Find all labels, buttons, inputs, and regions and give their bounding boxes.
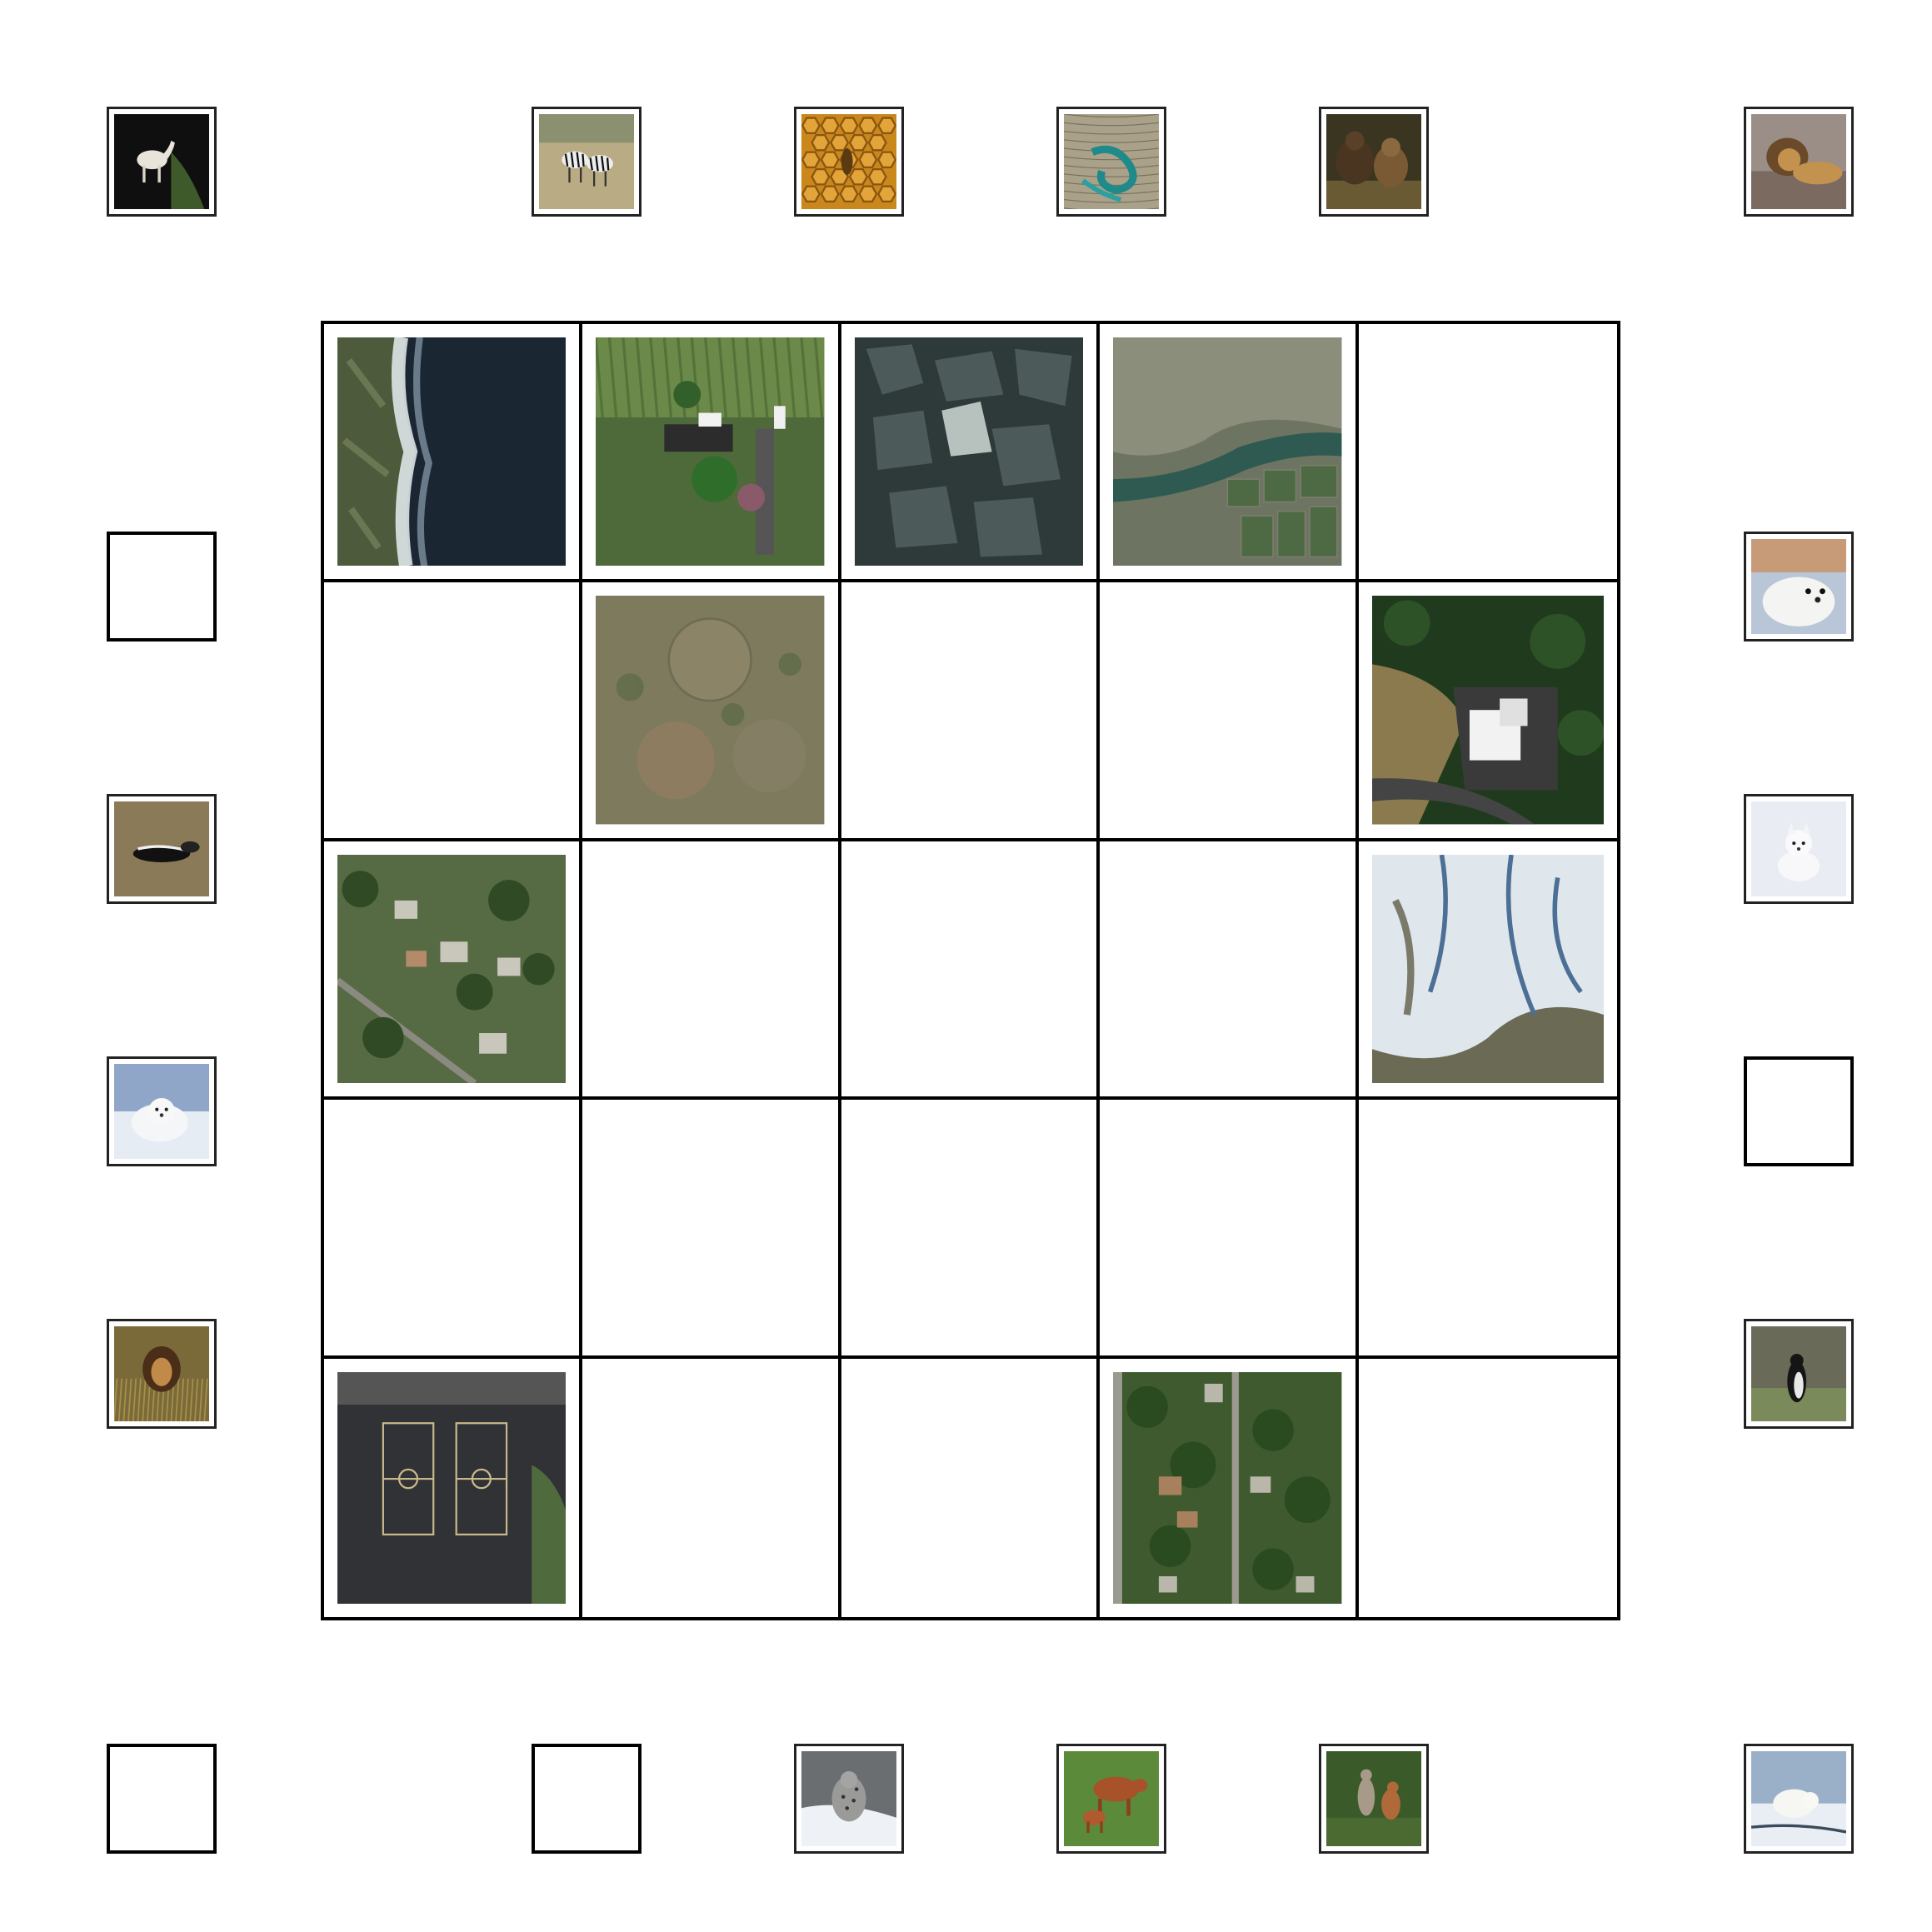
river-valley-fields-tile[interactable] [1113, 337, 1342, 567]
lion-tall-grass-thumbnail[interactable] [114, 1326, 209, 1421]
forest-building-lot-tile[interactable] [1371, 596, 1604, 825]
snowy-mountains-tile[interactable] [1371, 854, 1604, 1084]
board-cell-r1-c2[interactable] [841, 582, 1101, 841]
cow-and-calf-thumbnail[interactable] [1064, 1751, 1159, 1846]
board-cell-r4-c2[interactable] [841, 1358, 1101, 1617]
polar-bear-thumbnail[interactable] [1751, 1751, 1846, 1846]
board-cell-r2-c3[interactable] [1100, 841, 1359, 1101]
zebras-savanna-thumbnail[interactable] [539, 114, 634, 209]
slot-bottom-1[interactable] [532, 1744, 642, 1854]
residential-grid-tile[interactable] [1113, 1371, 1342, 1604]
board-cell-r2-c2[interactable] [841, 841, 1101, 1101]
slot-left-1[interactable] [107, 794, 217, 904]
snow-leopard-thumbnail[interactable] [801, 1751, 896, 1846]
board-cell-r1-c0[interactable] [324, 582, 583, 841]
honeycomb-bee-thumbnail[interactable] [801, 114, 896, 209]
board-cell-r2-c1[interactable] [582, 841, 841, 1101]
arctic-fox-snow-thumbnail[interactable] [114, 1064, 209, 1159]
board-cell-r0-c4[interactable] [1358, 324, 1617, 583]
board-cell-r1-c3[interactable] [1100, 582, 1359, 841]
slot-left-0[interactable] [107, 532, 217, 642]
board-cell-r2-c0[interactable] [324, 841, 583, 1101]
board-cell-r3-c0[interactable] [324, 1100, 583, 1359]
board-cell-r4-c1[interactable] [582, 1358, 841, 1617]
slot-bottom-3[interactable] [1056, 1744, 1166, 1854]
board-cell-r4-c3[interactable] [1100, 1358, 1359, 1617]
board-cell-r0-c0[interactable] [324, 324, 583, 583]
board-cell-r4-c0[interactable] [324, 1358, 583, 1617]
board-cell-r0-c1[interactable] [582, 324, 841, 583]
slot-top-2[interactable] [794, 107, 904, 217]
slot-bottom-2[interactable] [794, 1744, 904, 1854]
board-cell-r0-c3[interactable] [1100, 324, 1359, 583]
board-cell-r3-c3[interactable] [1100, 1100, 1359, 1359]
slot-left-3[interactable] [107, 1319, 217, 1429]
kangaroos-thumbnail[interactable] [1326, 1751, 1421, 1846]
slot-top-3[interactable] [1056, 107, 1166, 217]
slot-bottom-5[interactable] [1744, 1744, 1854, 1854]
slot-right-2[interactable] [1744, 1056, 1854, 1166]
board-cell-r4-c4[interactable] [1358, 1358, 1617, 1617]
slot-bottom-0[interactable] [107, 1744, 217, 1854]
arctic-fox-white-thumbnail[interactable] [1751, 801, 1846, 896]
white-horse-dark-thumbnail[interactable] [114, 114, 209, 209]
board-cell-r1-c4[interactable] [1358, 582, 1617, 841]
slot-bottom-4[interactable] [1319, 1744, 1429, 1854]
coastline-waves-tile[interactable] [337, 337, 567, 567]
board-cell-r3-c1[interactable] [582, 1100, 841, 1359]
tile-board [321, 321, 1620, 1620]
sea-ice-floes-tile[interactable] [854, 337, 1084, 567]
slot-top-5[interactable] [1744, 107, 1854, 217]
seal-pup-thumbnail[interactable] [1751, 539, 1846, 634]
center-pivot-fields-tile[interactable] [596, 596, 825, 825]
slot-right-0[interactable] [1744, 532, 1854, 642]
slot-top-0[interactable] [107, 107, 217, 217]
slot-top-4[interactable] [1319, 107, 1429, 217]
fishing-net-thumbnail[interactable] [1064, 114, 1159, 209]
slot-right-1[interactable] [1744, 794, 1854, 904]
board-cell-r2-c4[interactable] [1358, 841, 1617, 1101]
brown-bears-thumbnail[interactable] [1326, 114, 1421, 209]
board-cell-r1-c1[interactable] [582, 582, 841, 841]
penguin-rocks-thumbnail[interactable] [1751, 1326, 1846, 1421]
board-cell-r0-c2[interactable] [841, 324, 1101, 583]
basketball-courts-tile[interactable] [337, 1371, 567, 1604]
board-cell-r3-c2[interactable] [841, 1100, 1101, 1359]
farmhouse-yard-tile[interactable] [596, 337, 825, 567]
slot-top-1[interactable] [532, 107, 642, 217]
suburban-houses-trees-tile[interactable] [337, 854, 567, 1084]
lion-on-rock-thumbnail[interactable] [1751, 114, 1846, 209]
board-cell-r3-c4[interactable] [1358, 1100, 1617, 1359]
slot-left-2[interactable] [107, 1056, 217, 1166]
slot-right-3[interactable] [1744, 1319, 1854, 1429]
skunk-grass-thumbnail[interactable] [114, 801, 209, 896]
